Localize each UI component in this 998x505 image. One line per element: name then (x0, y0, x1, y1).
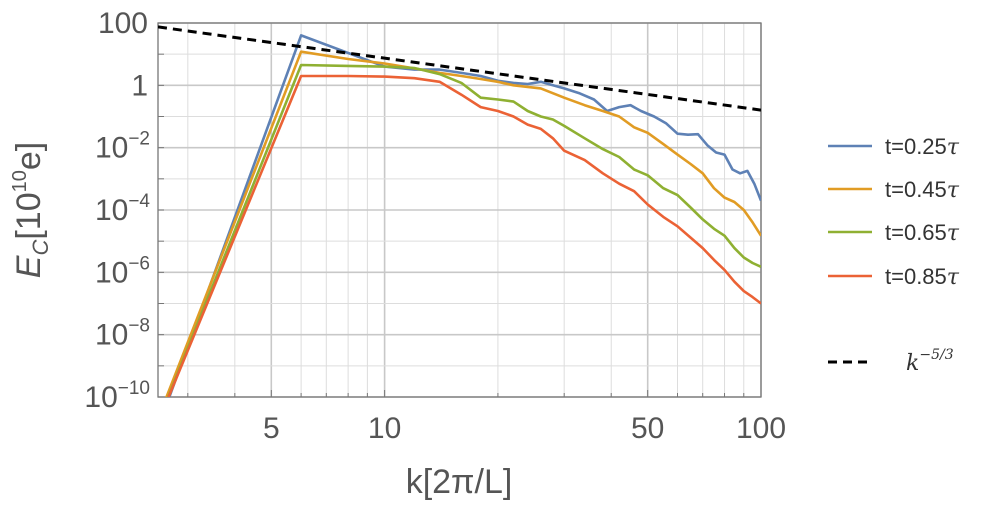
legend-label-text: t=0.85 (885, 264, 947, 289)
x-tick-labels: 5 10 50 100 (263, 412, 786, 445)
legend-label: k−5/3 (906, 347, 954, 376)
x-tick-label: 50 (631, 412, 664, 445)
y-tick-label: 10−8 (95, 316, 150, 352)
y-axis-title-exp: 10 (9, 170, 31, 192)
y-tick-exponent: −6 (128, 253, 150, 274)
legend-label-symbol: τ (947, 178, 960, 203)
y-axis-title: EC[1010e] (9, 142, 53, 278)
reference-line-k-5-3 (158, 25, 761, 112)
legend-label-text: t=0.65 (885, 220, 947, 245)
legend-label: t=0.25τ (885, 134, 960, 160)
y-tick-label: 10−2 (95, 129, 150, 165)
y-tick-exponent: −8 (128, 316, 150, 337)
y-tick-base: 10 (84, 381, 117, 414)
y-tick-label: 10−10 (84, 378, 150, 414)
y-axis-title-unit: e] (10, 142, 48, 170)
series-line-3 (166, 63, 761, 397)
y-tick-exponent: −2 (128, 129, 150, 150)
legend-label-symbol: τ (947, 265, 960, 290)
series-line-4 (167, 74, 761, 397)
y-tick-base: 10 (95, 132, 128, 165)
legend-label-text: t=0.45 (885, 177, 947, 202)
y-tick-exponent: −4 (128, 191, 150, 212)
y-tick-base: 10 (95, 194, 128, 227)
legend-label-text: t=0.25 (885, 134, 947, 159)
y-tick-base: 10 (95, 256, 128, 289)
legend-label-symbol: τ (947, 221, 960, 246)
y-axis-title-rest: [10 (10, 192, 48, 239)
axis-ticks (158, 22, 762, 398)
y-tick-label: 1 (131, 69, 148, 102)
series-line-1 (167, 34, 761, 397)
legend-label: t=0.85τ (885, 264, 960, 290)
y-tick-label: 10−4 (95, 191, 150, 227)
y-tick-label: 100 (98, 7, 148, 40)
legend-label: t=0.65τ (885, 220, 960, 246)
y-tick-label: 10−6 (95, 253, 150, 289)
legend-label-base: k (906, 351, 919, 376)
x-axis-title: k[2π/L] (406, 463, 513, 501)
series-line-2 (165, 50, 761, 397)
y-axis-title-subscript: C (28, 240, 53, 256)
grid (158, 22, 762, 398)
x-tick-label: 10 (368, 412, 401, 445)
y-tick-exponent: −10 (118, 378, 150, 399)
y-axis-title-base: E (10, 255, 48, 278)
legend-label: t=0.45τ (885, 177, 960, 203)
x-tick-label: 100 (736, 412, 786, 445)
legend-label-symbol: τ (947, 135, 960, 160)
y-tick-base: 10 (95, 319, 128, 352)
x-tick-label: 5 (263, 412, 280, 445)
series-layer (158, 25, 761, 397)
legend-label-sup: −5/3 (919, 347, 953, 363)
